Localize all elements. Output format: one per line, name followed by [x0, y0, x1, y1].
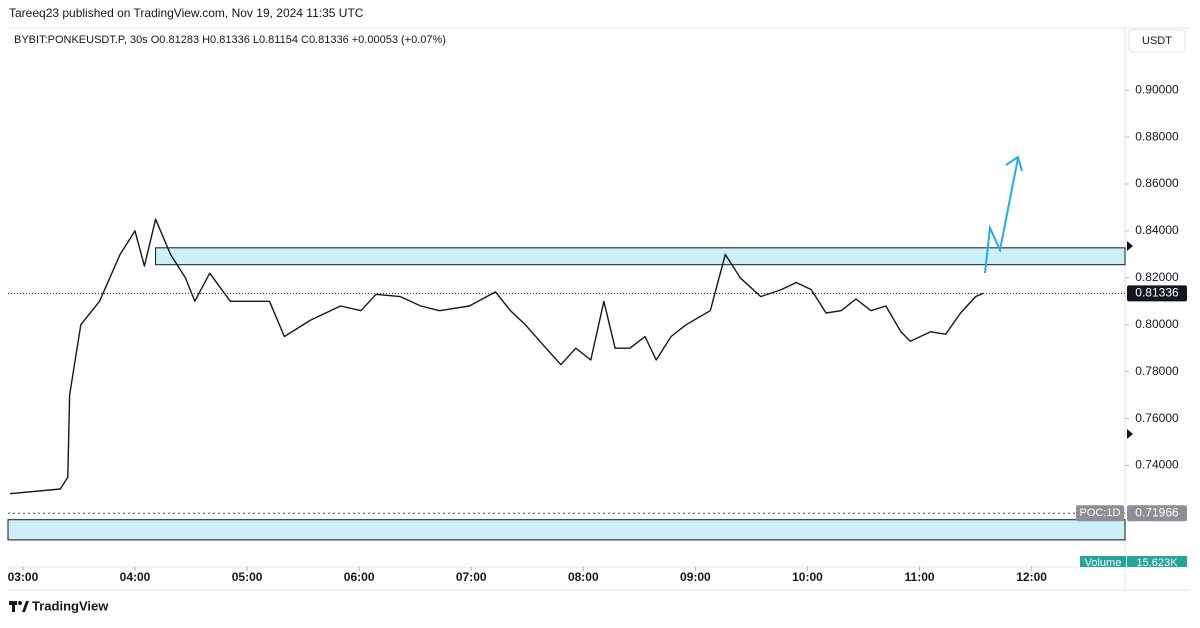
poc-value-box [1127, 505, 1187, 522]
price-line [9, 218, 984, 495]
x-tick-label: 09:00 [680, 570, 711, 584]
volume-name: Volume [1085, 557, 1122, 569]
last-price-box [1127, 285, 1187, 302]
x-tick-label: 04:00 [120, 570, 151, 584]
x-tick-label: 12:00 [1016, 570, 1047, 584]
y-tick-label: 0.80000 [1135, 317, 1179, 331]
axis-marker [1127, 429, 1133, 439]
projection-arrow [984, 157, 1019, 274]
x-tick-label: 05:00 [232, 570, 263, 584]
symbol-legend: BYBIT:PONKEUSDT.P, 30s O0.81283 H0.81336… [14, 34, 446, 46]
poc-name: POC:1D [1080, 507, 1121, 519]
y-tick-label: 0.82000 [1135, 270, 1179, 284]
currency: USDT [1142, 35, 1172, 47]
last-price-label: 0.81336 [1135, 286, 1179, 300]
plot: 0.74000 0.76000 0.78000 0.80000 0.82000 0.840… [7, 82, 1187, 584]
brand: TradingView [32, 598, 109, 613]
zone [155, 247, 1126, 266]
y-tick-label: 0.78000 [1135, 364, 1179, 378]
poc-value: 0.71966 [1135, 505, 1179, 519]
y-tick-label: 0.76000 [1135, 411, 1179, 425]
y-tick-label: 0.88000 [1135, 129, 1179, 143]
x-tick-label: 03:00 [8, 570, 39, 584]
x-tick-label: 10:00 [792, 570, 823, 584]
y-tick-label: 0.86000 [1135, 176, 1179, 190]
x-tick-label: 11:00 [905, 570, 935, 584]
volume-value-box [1127, 556, 1187, 567]
currency-box [1128, 29, 1186, 53]
x-tick-label: 08:00 [568, 570, 599, 584]
brand-logo [9, 601, 29, 612]
header: Tareeq23 published on TradingView.com, N… [9, 6, 364, 20]
zone [7, 519, 1126, 541]
arrow-head [1005, 155, 1023, 172]
y-tick-label: 0.74000 [1135, 458, 1179, 472]
y-tick-label: 0.90000 [1135, 82, 1179, 96]
axis-marker [1127, 241, 1133, 251]
y-tick-label: 0.84000 [1135, 223, 1179, 237]
volume-value: 15.623K [1137, 557, 1179, 569]
poc-name-box [1076, 505, 1124, 522]
x-tick-label: 06:00 [344, 570, 375, 584]
volume-name-box [1080, 556, 1126, 567]
x-tick-label: 07:00 [456, 570, 487, 584]
